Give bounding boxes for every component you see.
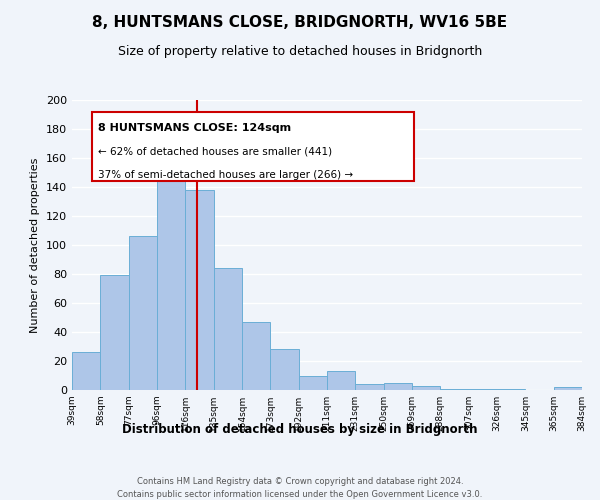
Bar (271, 350, 299, 390)
Text: 8 HUNTSMANS CLOSE: 124sqm: 8 HUNTSMANS CLOSE: 124sqm (97, 123, 290, 133)
Bar (299, 376, 327, 390)
Bar (497, 388, 526, 390)
Text: Size of property relative to detached houses in Bridgnorth: Size of property relative to detached ho… (118, 45, 482, 58)
Text: Distribution of detached houses by size in Bridgnorth: Distribution of detached houses by size … (122, 422, 478, 436)
Bar (440, 388, 469, 390)
Text: ← 62% of detached houses are smaller (441): ← 62% of detached houses are smaller (44… (97, 146, 332, 156)
Bar (412, 386, 440, 390)
Y-axis label: Number of detached properties: Number of detached properties (31, 158, 40, 332)
Bar (214, 268, 242, 390)
Text: Contains public sector information licensed under the Open Government Licence v3: Contains public sector information licen… (118, 490, 482, 499)
Text: 37% of semi-detached houses are larger (266) →: 37% of semi-detached houses are larger (… (97, 170, 353, 179)
Bar (469, 388, 497, 390)
Bar (327, 371, 355, 390)
Text: 8, HUNTSMANS CLOSE, BRIDGNORTH, WV16 5BE: 8, HUNTSMANS CLOSE, BRIDGNORTH, WV16 5BE (92, 15, 508, 30)
FancyBboxPatch shape (92, 112, 414, 181)
Bar (554, 387, 582, 390)
Bar (72, 352, 100, 390)
Bar (157, 150, 185, 390)
Bar (355, 384, 383, 390)
Bar (383, 383, 412, 390)
Bar (100, 276, 128, 390)
Bar (185, 190, 214, 390)
Bar (128, 236, 157, 390)
Bar (242, 322, 271, 390)
Text: Contains HM Land Registry data © Crown copyright and database right 2024.: Contains HM Land Registry data © Crown c… (137, 478, 463, 486)
